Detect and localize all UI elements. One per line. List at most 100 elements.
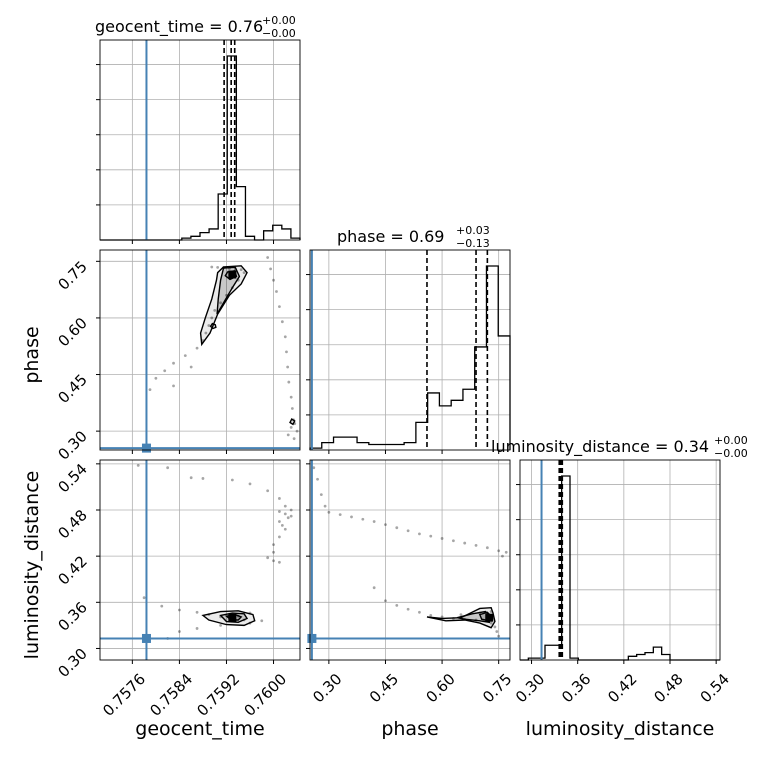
panel-frame-phase-luminosity_distance (309, 459, 511, 661)
scatter-point-phase_vs_geocent_time-39 (295, 429, 299, 433)
title-value: 0.69 (409, 227, 445, 246)
scatter-point-luminosity_distance_vs_geocent_time-18 (286, 516, 290, 520)
xtick-label-geocent_time-0: 0.7576 (99, 670, 149, 720)
scatter-point-luminosity_distance_vs_phase-9 (384, 523, 387, 527)
ytick-label-phase-2: 0.60 (54, 314, 90, 350)
scatter-point-phase_vs_geocent_time-5 (239, 268, 243, 272)
scatter-point-phase_vs_geocent_time-18 (172, 361, 175, 365)
scatter-point-luminosity_distance_vs_geocent_time-30 (289, 514, 293, 518)
density-peak-luminosity_distance_vs_geocent_time (228, 613, 237, 622)
scatter-point-phase_vs_geocent_time-29 (280, 320, 284, 324)
scatter-point-luminosity_distance_vs_phase-26 (418, 610, 421, 614)
scatter-point-luminosity_distance_vs_phase-8 (372, 520, 376, 523)
scatter-point-phase_vs_geocent_time-22 (172, 384, 175, 388)
scatter-point-luminosity_distance_vs_phase-24 (395, 603, 399, 607)
scatter-point-phase_vs_geocent_time-31 (285, 350, 288, 354)
scatter-point-luminosity_distance_vs_phase-20 (504, 550, 508, 554)
scatter-point-luminosity_distance_vs_phase-0 (312, 466, 316, 470)
title-name: luminosity_distance (491, 437, 650, 457)
title-value: 0.76 (228, 17, 264, 36)
scatter-point-luminosity_distance_vs_geocent_time-25 (272, 550, 275, 554)
scatter-point-luminosity_distance_vs_geocent_time-24 (272, 543, 275, 547)
scatter-point-luminosity_distance_vs_phase-6 (350, 515, 353, 519)
scatter-point-luminosity_distance_vs_geocent_time-1 (160, 604, 164, 608)
scatter-point-phase_vs_geocent_time-38 (289, 425, 293, 429)
scatter-point-phase_vs_geocent_time-12 (210, 316, 214, 320)
scatter-point-luminosity_distance_vs_phase-27 (429, 613, 433, 617)
scatter-point-luminosity_distance_vs_geocent_time-27 (272, 559, 275, 563)
scatter-point-luminosity_distance_vs_geocent_time-17 (283, 512, 287, 516)
scatter-point-phase_vs_geocent_time-25 (269, 267, 272, 271)
scatter-point-phase_vs_geocent_time-30 (283, 335, 287, 339)
ytick-label-phase-1: 0.45 (54, 371, 90, 407)
xtick-label-luminosity_distance-4: 0.54 (697, 670, 733, 706)
ytick-label-phase-3: 0.75 (54, 257, 90, 293)
ytick-label-luminosity_distance-4: 0.54 (54, 460, 90, 496)
xtick-label-phase-1: 0.45 (366, 670, 402, 706)
xtick-label-luminosity_distance-3: 0.48 (650, 670, 686, 706)
scatter-point-luminosity_distance_vs_geocent_time-22 (283, 527, 287, 531)
density-peak-luminosity_distance_vs_phase (485, 613, 494, 622)
scatter-point-luminosity_distance_vs_geocent_time-32 (201, 477, 205, 480)
scatter-point-luminosity_distance_vs_phase-11 (406, 529, 410, 533)
scatter-point-luminosity_distance_vs_geocent_time-10 (219, 623, 222, 627)
scatter-point-phase_vs_geocent_time-19 (163, 369, 167, 373)
xtick-label-luminosity_distance-2: 0.42 (604, 670, 640, 706)
scatter-point-luminosity_distance_vs_phase-19 (497, 549, 501, 553)
scatter-point-luminosity_distance_vs_geocent_time-38 (166, 466, 170, 470)
scatter-point-luminosity_distance_vs_geocent_time-29 (283, 504, 287, 508)
scatter-point-phase_vs_geocent_time-23 (189, 365, 193, 369)
ytick-label-luminosity_distance-1: 0.36 (54, 598, 90, 634)
density-peak-phase_vs_geocent_time (228, 270, 237, 279)
scatter-point-phase_vs_geocent_time-0 (210, 265, 214, 269)
ylabel-luminosity_distance: luminosity_distance (21, 471, 43, 660)
scatter-point-luminosity_distance_vs_phase-17 (474, 543, 478, 547)
scatter-point-luminosity_distance_vs_phase-15 (451, 539, 455, 543)
panel-frame-geocent_time-luminosity_distance (99, 459, 301, 661)
title-phase-minus: −0.13 (456, 237, 490, 250)
title-phase: phase = 0.69 (337, 227, 444, 246)
scatter-point-luminosity_distance_vs_geocent_time-21 (280, 523, 284, 527)
scatter-point-luminosity_distance_vs_phase-3 (323, 504, 327, 508)
scatter-point-luminosity_distance_vs_phase-28 (440, 615, 444, 619)
scatter-point-luminosity_distance_vs_geocent_time-16 (278, 510, 281, 513)
scatter-point-luminosity_distance_vs_phase-25 (406, 607, 410, 611)
truth-marker-phase_vs_geocent_time (141, 443, 151, 453)
scatter-point-luminosity_distance_vs_phase-33 (489, 621, 493, 625)
histogram-luminosity_distance (520, 475, 720, 661)
scatter-point-luminosity_distance_vs_phase-13 (429, 534, 433, 538)
contour-phase_vs_geocent_time-3 (209, 322, 217, 330)
scatter-point-luminosity_distance_vs_phase-2 (319, 493, 323, 497)
scatter-point-phase_vs_geocent_time-32 (286, 365, 290, 369)
scatter-point-phase_vs_geocent_time-21 (148, 388, 152, 392)
panel-frame-geocent_time-phase (99, 249, 301, 451)
title-value: 0.34 (673, 437, 709, 456)
scatter-point-luminosity_distance_vs_geocent_time-28 (278, 560, 281, 564)
scatter-point-luminosity_distance_vs_phase-12 (418, 532, 421, 536)
scatter-point-phase_vs_geocent_time-20 (154, 376, 158, 380)
scatter-point-luminosity_distance_vs_geocent_time-11 (195, 627, 199, 630)
scatter-point-luminosity_distance_vs_phase-34 (493, 625, 497, 629)
scatter-point-luminosity_distance_vs_phase-18 (485, 546, 489, 550)
histogram-phase (309, 265, 511, 450)
title-geocent_time: geocent_time = 0.76 (95, 17, 263, 37)
ytick-label-luminosity_distance-3: 0.48 (54, 506, 90, 542)
scatter-point-luminosity_distance_vs_phase-36 (497, 634, 501, 638)
xtick-label-geocent_time-3: 0.7600 (240, 670, 290, 720)
scatter-point-luminosity_distance_vs_geocent_time-0 (142, 596, 146, 600)
scatter-point-luminosity_distance_vs_phase-5 (338, 513, 342, 517)
scatter-point-luminosity_distance_vs_geocent_time-31 (189, 476, 193, 480)
scatter-point-luminosity_distance_vs_geocent_time-2 (178, 608, 181, 612)
scatter-point-luminosity_distance_vs_phase-23 (384, 599, 387, 603)
scatter-point-phase_vs_geocent_time-1 (216, 265, 220, 269)
scatter-point-luminosity_distance_vs_geocent_time-26 (266, 556, 270, 560)
contour-phase_vs_geocent_time-1 (216, 266, 241, 315)
scatter-point-luminosity_distance_vs_phase-22 (372, 586, 376, 590)
scatter-point-phase_vs_geocent_time-13 (207, 324, 211, 327)
ytick-label-phase-0: 0.30 (54, 427, 90, 463)
title-luminosity_distance-plus: +0.00 (714, 434, 748, 447)
panel-frame-0-0 (100, 40, 300, 240)
scatter-point-luminosity_distance_vs_geocent_time-35 (266, 489, 270, 493)
scatter-point-luminosity_distance_vs_geocent_time-20 (278, 520, 281, 523)
scatter-point-phase_vs_geocent_time-11 (213, 308, 217, 312)
